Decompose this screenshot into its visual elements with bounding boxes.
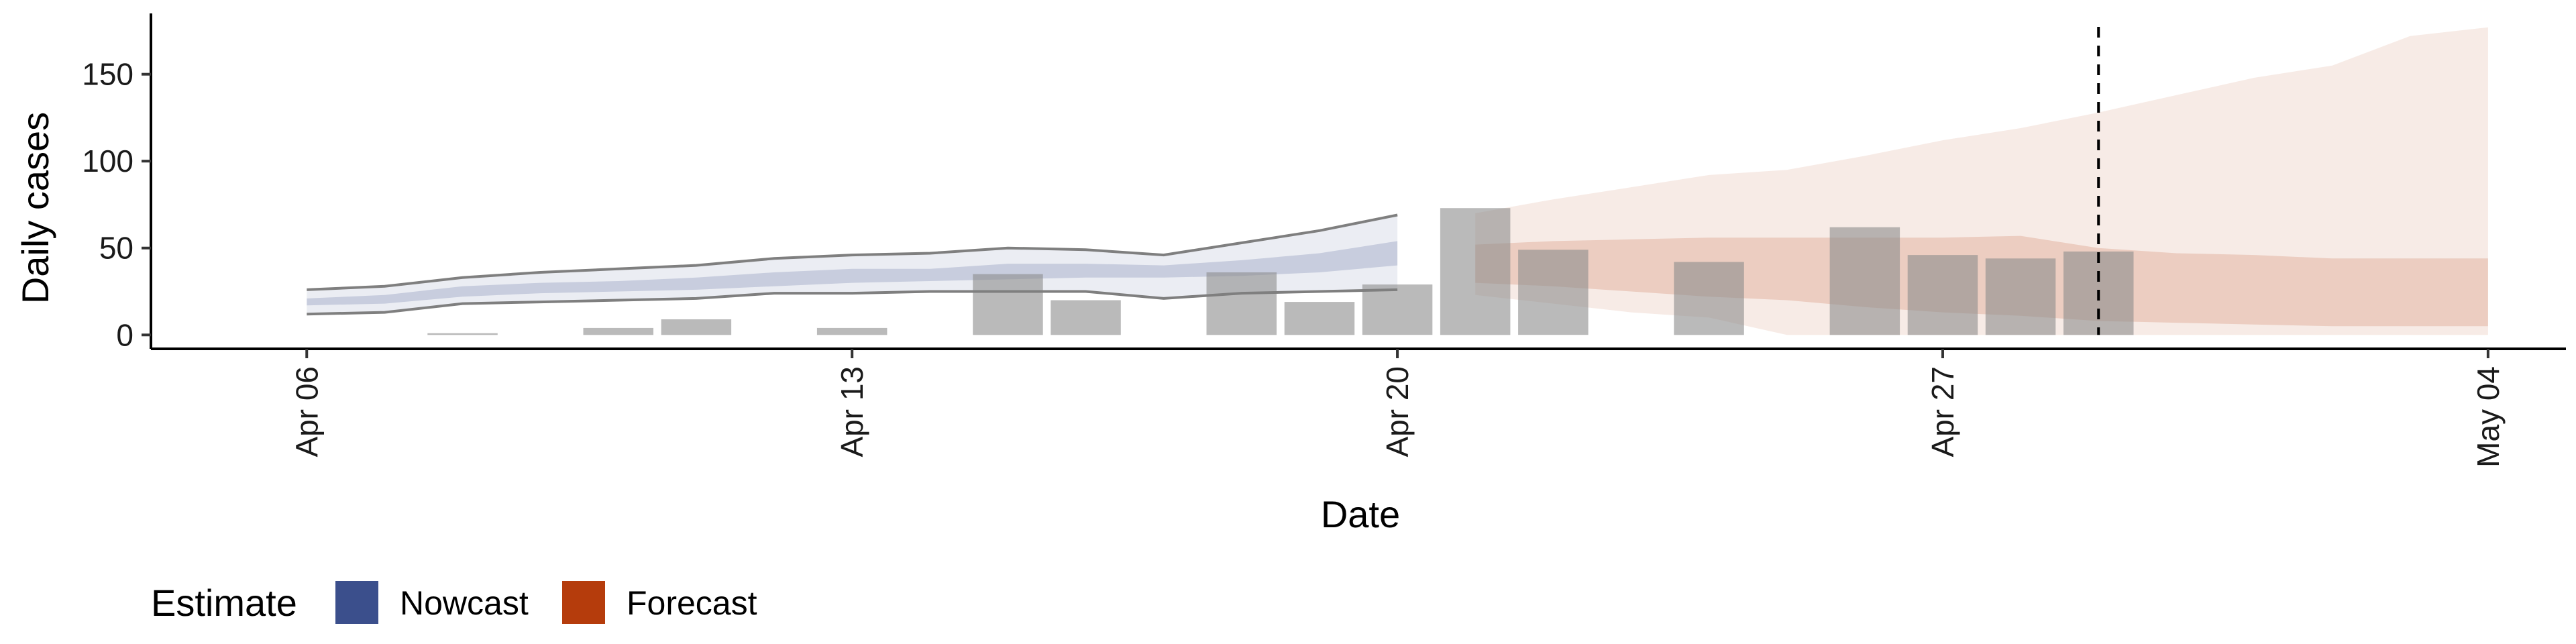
bar [1284,302,1355,335]
ribbons-layer [307,27,2488,335]
legend-swatch-nowcast [335,581,378,624]
x-tick-label: Apr 20 [1380,366,1415,458]
legend-label-nowcast: Nowcast [400,584,529,622]
x-tick-label: Apr 27 [1925,366,1960,458]
forecast-inner-ribbon [1475,235,2488,327]
bar [1362,284,1433,335]
bar [427,333,498,335]
y-tick-label: 0 [116,317,133,352]
lines-layer [307,27,2100,335]
nowcast-outer-ribbon [307,215,1398,315]
axes-layer: 0 50 100 150 Apr 06 Apr 13 Apr 20 Apr 27 May 04 [82,13,2566,468]
bar [1051,300,1121,335]
y-axis-title: Daily cases [14,112,56,304]
x-tick-label: May 04 [2471,366,2506,468]
bar [1829,227,1900,335]
bar [1674,262,1744,335]
bar [1985,258,2056,335]
legend-title: Estimate [151,582,297,624]
x-tick-label: Apr 06 [289,366,324,458]
y-tick-label: 100 [82,144,133,178]
x-tick-label: Apr 13 [835,366,869,458]
y-tick-label: 50 [99,231,133,266]
nowcast-upper-line [307,213,1398,291]
nowcast-inner-ribbon [307,241,1398,306]
legend-label-forecast: Forecast [627,584,757,622]
bar [661,319,732,335]
bar [816,327,888,335]
legend-swatch-forecast [562,581,605,624]
nowcast-lower-line [307,288,1398,316]
bar [1206,272,1277,335]
bar [1440,208,1511,335]
bar [973,274,1043,335]
y-tick-label: 150 [82,57,133,92]
forecast-outer-ribbon [1475,27,2488,335]
x-axis-title: Date [1321,493,1400,535]
bar [1907,255,1978,335]
bars-layer [427,208,2134,335]
bar [583,327,653,335]
bar [1518,250,1589,335]
legend: Estimate Nowcast Forecast [151,581,757,624]
